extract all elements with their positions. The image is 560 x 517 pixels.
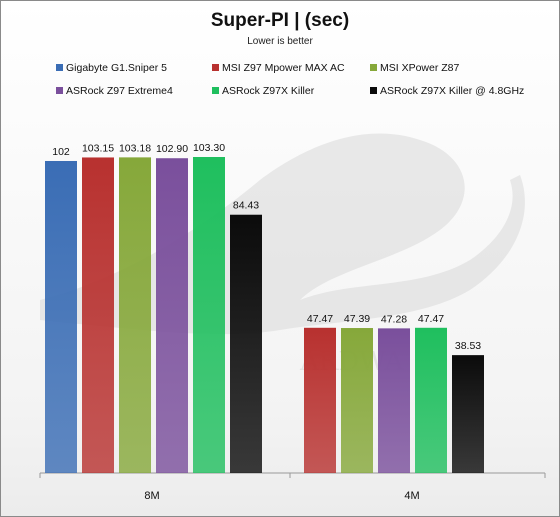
value-label-4m-series-3: 47.28 (381, 313, 407, 325)
category-label-4m: 4M (404, 490, 419, 502)
bar-4m-series-5 (452, 355, 484, 473)
legend-label: ASRock Z97X Killer @ 4.8GHz (380, 85, 525, 97)
bar-8m-series-2 (119, 157, 151, 474)
legend-swatch (56, 64, 63, 71)
legend-item-asrock-z97x-killer-4-8ghz: ASRock Z97X Killer @ 4.8GHz (370, 85, 524, 97)
bar-4m-series-2 (341, 328, 373, 473)
chart-title: Super-PI | (sec) (210, 10, 350, 31)
value-label-4m-series-5: 38.53 (455, 340, 481, 352)
legend-swatch (370, 64, 377, 71)
legend-swatch (212, 87, 219, 94)
legend-item-asrock-z97-extreme4: ASRock Z97 Extreme4 (56, 85, 173, 97)
value-label-8m-series-1: 103.15 (82, 142, 114, 154)
value-label-8m-series-0: 102 (52, 146, 70, 158)
legend-label: ASRock Z97X Killer (222, 85, 315, 97)
legend-item-msi-z97-mpower-max-ac: MSI Z97 Mpower MAX AC (212, 62, 345, 74)
chart-subtitle: Lower is better (247, 36, 313, 47)
value-label-8m-series-5: 84.43 (233, 200, 259, 212)
legend-label: MSI Z97 Mpower MAX AC (222, 62, 345, 74)
bars-group (45, 157, 484, 474)
bar-4m-series-3 (378, 328, 410, 473)
value-label-4m-series-2: 47.39 (344, 313, 370, 325)
value-label-8m-series-3: 102.90 (156, 143, 188, 155)
value-label-4m-series-1: 47.47 (307, 313, 333, 325)
bar-8m-series-5 (230, 214, 262, 473)
legend-label: ASRock Z97 Extreme4 (66, 85, 173, 97)
legend-item-asrock-z97x-killer: ASRock Z97X Killer (212, 85, 314, 97)
legend-swatch (56, 87, 63, 94)
legend-item-gigabyte-g1-sniper-5: Gigabyte G1.Sniper 5 (56, 62, 167, 74)
bar-4m-series-4 (415, 327, 447, 473)
category-label-8m: 8M (144, 490, 159, 502)
legend-swatch (370, 87, 377, 94)
value-label-8m-series-2: 103.18 (119, 142, 151, 154)
bar-4m-series-1 (304, 327, 336, 473)
legend-label: Gigabyte G1.Sniper 5 (66, 62, 167, 74)
bar-8m-series-3 (156, 158, 188, 473)
bar-8m-series-1 (82, 157, 114, 473)
bar-8m-series-4 (193, 157, 225, 473)
legend-swatch (212, 64, 219, 71)
value-label-4m-series-4: 47.47 (418, 313, 444, 325)
value-labels-group: 102 103.15 103.18 102.90 103.30 84.43 47.47 47.… (52, 142, 481, 352)
legend-item-msi-xpower-z87: MSI XPower Z87 (370, 62, 459, 74)
legend-label: MSI XPower Z87 (380, 62, 460, 74)
value-label-8m-series-4: 103.30 (193, 142, 225, 154)
bar-8m-series-0 (45, 160, 77, 474)
